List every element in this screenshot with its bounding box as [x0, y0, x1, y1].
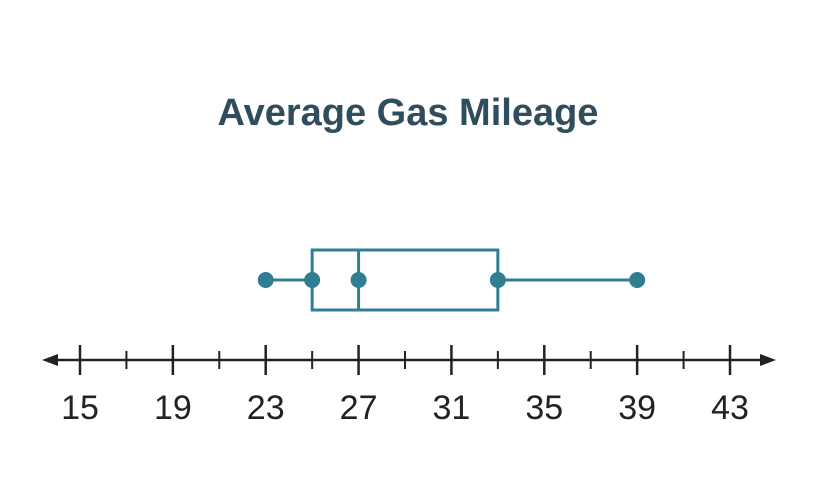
x-tick-label: 23 — [247, 389, 285, 427]
left-arrow — [42, 354, 58, 366]
box-point — [489, 272, 506, 288]
x-tick-label: 15 — [61, 389, 99, 427]
box — [310, 248, 500, 312]
box-point — [304, 272, 321, 288]
box-point — [350, 272, 367, 288]
x-tick-label: 31 — [433, 389, 471, 427]
x-tick-label: 35 — [525, 389, 563, 427]
x-tick-label: 27 — [340, 389, 378, 427]
box-point — [257, 272, 274, 288]
right-arrow — [760, 354, 776, 366]
x-tick-label: 43 — [711, 389, 749, 427]
chart-title: Average Gas Mileage — [218, 92, 599, 134]
x-tick-label: 39 — [618, 389, 656, 427]
x-tick-label: 19 — [154, 389, 192, 427]
box-point — [629, 272, 646, 288]
